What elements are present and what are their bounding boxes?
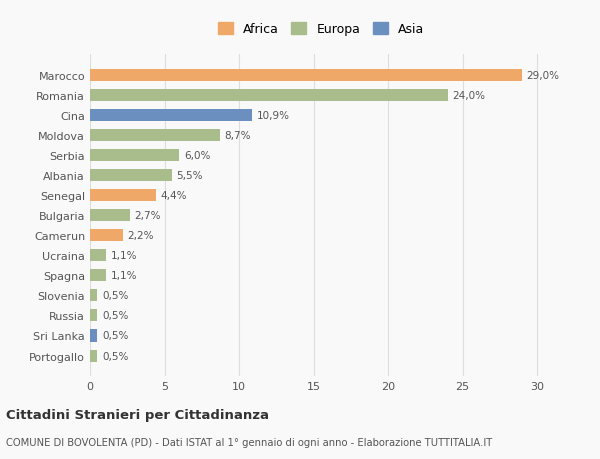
Bar — [90, 130, 220, 142]
Bar — [90, 310, 97, 322]
Text: 1,1%: 1,1% — [111, 271, 137, 281]
Text: 4,4%: 4,4% — [160, 191, 187, 201]
Text: 0,5%: 0,5% — [102, 331, 128, 341]
Bar — [90, 230, 123, 242]
Bar — [90, 190, 155, 202]
Bar — [90, 210, 130, 222]
Text: COMUNE DI BOVOLENTA (PD) - Dati ISTAT al 1° gennaio di ogni anno - Elaborazione : COMUNE DI BOVOLENTA (PD) - Dati ISTAT al… — [6, 437, 492, 447]
Text: 0,5%: 0,5% — [102, 291, 128, 301]
Text: 24,0%: 24,0% — [452, 91, 485, 101]
Bar — [90, 150, 179, 162]
Text: 2,2%: 2,2% — [127, 231, 154, 241]
Bar — [90, 70, 522, 82]
Text: 0,5%: 0,5% — [102, 311, 128, 321]
Bar — [90, 270, 106, 282]
Legend: Africa, Europa, Asia: Africa, Europa, Asia — [214, 20, 428, 40]
Bar — [90, 350, 97, 362]
Text: 6,0%: 6,0% — [184, 151, 210, 161]
Bar — [90, 90, 448, 102]
Text: 2,7%: 2,7% — [135, 211, 161, 221]
Bar — [90, 170, 172, 182]
Text: 8,7%: 8,7% — [224, 131, 251, 141]
Text: 10,9%: 10,9% — [257, 111, 290, 121]
Bar — [90, 110, 253, 122]
Text: 0,5%: 0,5% — [102, 351, 128, 361]
Text: 29,0%: 29,0% — [527, 71, 560, 81]
Bar — [90, 250, 106, 262]
Text: 5,5%: 5,5% — [176, 171, 203, 181]
Bar — [90, 330, 97, 342]
Text: 1,1%: 1,1% — [111, 251, 137, 261]
Bar — [90, 290, 97, 302]
Text: Cittadini Stranieri per Cittadinanza: Cittadini Stranieri per Cittadinanza — [6, 408, 269, 421]
